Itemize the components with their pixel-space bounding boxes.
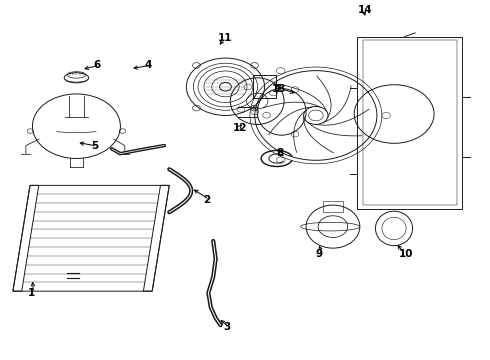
Text: 11: 11 xyxy=(218,33,233,43)
Bar xyxy=(323,201,343,212)
Text: 9: 9 xyxy=(316,248,323,258)
Text: 12: 12 xyxy=(233,123,247,133)
Text: 7: 7 xyxy=(274,84,282,94)
Bar xyxy=(357,37,463,209)
Text: 10: 10 xyxy=(399,248,414,258)
Bar xyxy=(363,40,457,205)
Text: 3: 3 xyxy=(223,322,230,332)
Text: 5: 5 xyxy=(91,141,98,151)
Text: 6: 6 xyxy=(94,60,101,70)
Text: 4: 4 xyxy=(145,60,152,70)
Text: 1: 1 xyxy=(27,288,35,298)
Text: 14: 14 xyxy=(357,5,372,15)
Text: 2: 2 xyxy=(203,195,211,205)
Text: 8: 8 xyxy=(277,148,284,158)
Text: 13: 13 xyxy=(272,84,287,94)
